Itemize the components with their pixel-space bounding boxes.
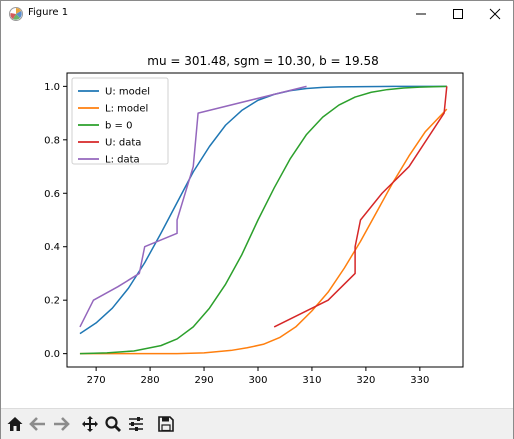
minimize-icon [416, 13, 426, 15]
home-button[interactable] [5, 414, 25, 434]
back-arrow-icon [29, 417, 45, 431]
legend-label: b = 0 [105, 121, 132, 132]
back-button[interactable] [28, 414, 48, 434]
save-floppy-icon [158, 416, 174, 432]
series-line-4 [273, 86, 448, 328]
configure-subplots-icon [129, 417, 143, 431]
navigation-toolbar [1, 408, 513, 439]
zoom-button[interactable] [103, 414, 123, 434]
forward-arrow-icon [54, 417, 70, 431]
series-line-1 [79, 85, 447, 335]
x-tick-label: 320 [356, 375, 375, 386]
x-tick-label: 280 [141, 375, 160, 386]
legend-items: U: model L: model b = 0 U: data L: data [78, 87, 150, 166]
legend: U: model L: model b = 0 U: data L: data [71, 77, 169, 166]
zoom-magnifier-icon [105, 416, 121, 432]
legend-label: L: data [105, 155, 140, 166]
y-tick-label: 0.8 [44, 135, 60, 146]
series-line-2 [79, 108, 448, 355]
x-tick-label: 270 [87, 375, 106, 386]
matplotlib-logo-icon [9, 7, 23, 21]
y-tick-label: 1.0 [44, 82, 60, 93]
title-bar: Figure 1 [1, 1, 513, 27]
x-axis-ticks: 270 280 290 300 310 320 330 [87, 367, 429, 386]
maximize-button[interactable] [441, 1, 475, 27]
x-tick-label: 310 [302, 375, 321, 386]
configure-subplots-button[interactable] [126, 414, 146, 434]
series-layer [79, 85, 448, 355]
y-tick-label: 0.6 [44, 189, 60, 200]
save-button[interactable] [156, 414, 176, 434]
x-tick-label: 290 [194, 375, 213, 386]
y-tick-label: 0.4 [44, 242, 60, 253]
close-icon [489, 8, 501, 20]
chart-title: mu = 301.48, sgm = 10.30, b = 19.58 [147, 54, 378, 68]
x-tick-label: 300 [248, 375, 267, 386]
legend-label: U: model [105, 87, 150, 98]
x-tick-label: 330 [410, 375, 429, 386]
forward-button[interactable] [51, 414, 71, 434]
legend-label: L: model [105, 104, 148, 115]
y-tick-label: 0.2 [44, 296, 60, 307]
home-icon [7, 417, 23, 431]
chart-svg: mu = 301.48, sgm = 10.30, b = 19.58 270 2… [44, 54, 464, 386]
y-axis-ticks: 0.0 0.2 0.4 0.6 0.8 1.0 [44, 82, 67, 360]
figure-canvas[interactable]: mu = 301.48, sgm = 10.30, b = 19.58 270 2… [1, 27, 513, 407]
y-tick-label: 0.0 [44, 349, 60, 360]
series-line-3 [79, 85, 447, 355]
pan-move-icon [82, 416, 98, 432]
window-title: Figure 1 [28, 7, 69, 18]
series-line-5 [79, 85, 307, 328]
maximize-icon [453, 9, 463, 19]
close-button[interactable] [478, 1, 512, 27]
minimize-button[interactable] [404, 1, 438, 27]
pan-button[interactable] [80, 414, 100, 434]
legend-label: U: data [105, 138, 141, 149]
